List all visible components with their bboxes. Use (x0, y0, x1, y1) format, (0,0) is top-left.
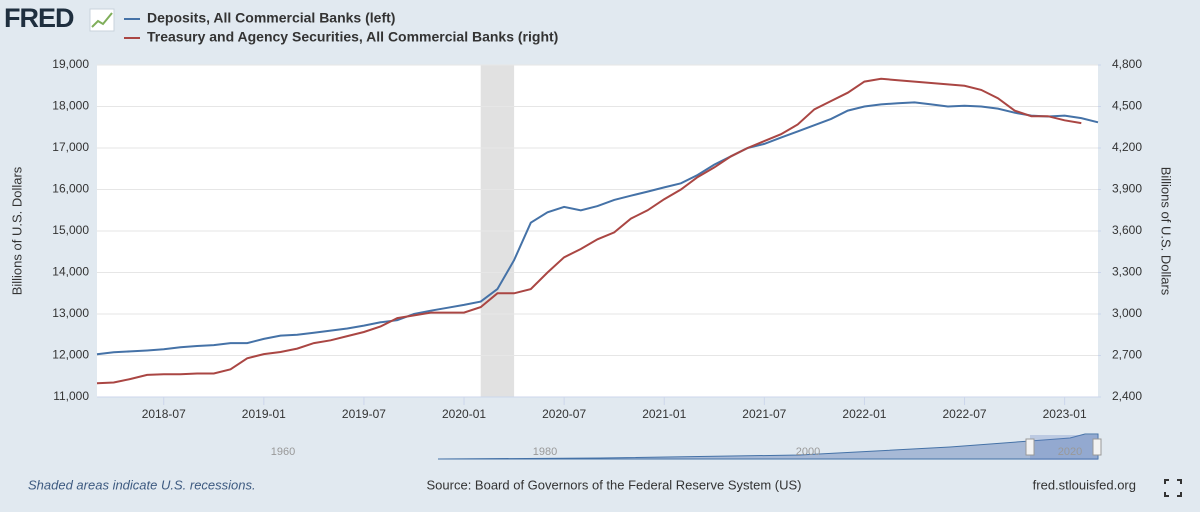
navigator-label: 2000 (796, 446, 820, 458)
x-tick-label: 2022-01 (842, 407, 886, 421)
navigator-window[interactable] (1030, 435, 1098, 460)
navigator-label: 1980 (533, 446, 557, 458)
y2-tick-label: 3,600 (1112, 223, 1142, 237)
x-tick-label: 2019-01 (242, 407, 286, 421)
y-tick-label: 11,000 (53, 389, 89, 403)
y2-tick-label: 4,800 (1112, 57, 1142, 71)
x-tick-label: 2021-07 (742, 407, 786, 421)
y2-tick-label: 3,300 (1112, 265, 1142, 279)
site-link[interactable]: fred.stlouisfed.org (1033, 477, 1136, 492)
y2-tick-label: 3,000 (1112, 306, 1142, 320)
navigator-handle[interactable] (1092, 438, 1102, 456)
navigator-label: 1960 (271, 446, 295, 458)
y2-tick-label: 4,500 (1112, 99, 1142, 113)
y-tick-label: 12,000 (52, 348, 89, 362)
x-tick-label: 2023-01 (1043, 407, 1087, 421)
x-tick-label: 2021-01 (642, 407, 686, 421)
y-tick-label: 15,000 (52, 223, 89, 237)
y-tick-label: 16,000 (52, 182, 89, 196)
y2-tick-label: 2,400 (1112, 389, 1142, 403)
navigator: 1960 1980 2000 2020 (97, 433, 1102, 460)
navigator-handle[interactable] (1025, 438, 1035, 456)
source: Source: Board of Governors of the Federa… (427, 477, 802, 492)
legend-label: Treasury and Agency Securities, All Comm… (147, 29, 558, 45)
x-tick-label: 2019-07 (342, 407, 386, 421)
fullscreen-icon[interactable] (1164, 479, 1182, 497)
y-tick-label: 18,000 (52, 99, 89, 113)
x-tick-label: 2020-01 (442, 407, 486, 421)
series-line (96, 77, 1082, 385)
y2-axis-title: Billions of U.S. Dollars (1159, 167, 1174, 296)
x-tick-label: 2020-07 (542, 407, 586, 421)
y-tick-label: 14,000 (52, 265, 89, 279)
recession-note: Shaded areas indicate U.S. recessions. (28, 477, 256, 492)
legend-label: Deposits, All Commercial Banks (left) (147, 10, 395, 26)
y-tick-label: 17,000 (52, 140, 89, 154)
series-line (96, 101, 1099, 356)
y2-tick-label: 4,200 (1112, 140, 1142, 154)
logo-icon (89, 8, 115, 32)
x-tick-label: 2022-07 (943, 407, 987, 421)
y-tick-label: 13,000 (52, 306, 89, 320)
y2-tick-label: 2,700 (1112, 348, 1142, 362)
navigator-label: 2020 (1058, 446, 1082, 458)
y2-tick-label: 3,900 (1112, 182, 1142, 196)
logo: FRED (4, 3, 74, 33)
y-axis-title: Billions of U.S. Dollars (9, 166, 24, 295)
plot (96, 64, 1099, 398)
y-tick-label: 19,000 (52, 57, 89, 71)
x-tick-label: 2018-07 (142, 407, 186, 421)
